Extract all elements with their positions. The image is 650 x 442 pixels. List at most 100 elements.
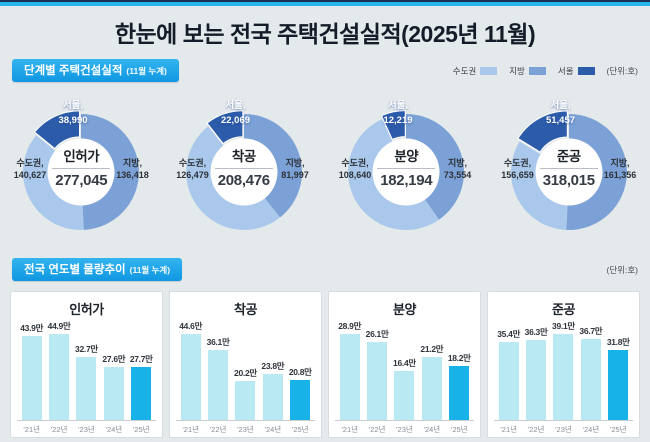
legend-label-regional: 지방: [509, 65, 525, 76]
legend-item-regional: 지방: [509, 65, 546, 77]
bar: [208, 350, 229, 420]
section2-header-badge: 전국 연도별 물량추이 (11월 누계): [12, 258, 183, 281]
bar-group: 16.4만: [391, 357, 418, 420]
bar: [339, 334, 360, 420]
callout-regional: 지방, 81,997: [281, 158, 309, 180]
x-axis-label: '24년: [582, 425, 600, 434]
x-axis-label: '25년: [450, 425, 468, 434]
page-title: 한눈에 보는 전국 주택건설실적(2025년 11월): [114, 21, 536, 47]
bar-value-label: 32.7만: [75, 344, 98, 354]
donut-center: 인허가 277,045: [41, 145, 121, 189]
bar-chart-title: 착공: [234, 302, 257, 317]
bar-chart-title: 분양: [393, 302, 416, 317]
bar: [421, 357, 442, 420]
donut-chart-2: 서울, 12,219 수도권, 108,640 지방, 73,554 분양 182,194: [325, 86, 488, 248]
x-axis-label: '21년: [23, 425, 41, 434]
bars-area: 35.4만 36.3만 39.1만 36.7만 31.8만: [488, 319, 639, 420]
callout-regional: 지방, 136,418: [116, 158, 149, 180]
callout-capital: 수도권, 126,479: [176, 158, 209, 180]
donut-title: 착공: [231, 149, 256, 164]
bar-value-label: 28.9만: [338, 321, 362, 331]
callout-seoul: 서울, 38,990: [58, 100, 88, 126]
bar: [498, 342, 519, 420]
donut-divider: [52, 168, 111, 169]
slice-capital: [23, 135, 85, 230]
x-axis-line: [335, 420, 474, 421]
donut-hole: [47, 138, 115, 206]
bar-value-label: 43.9만: [20, 323, 44, 333]
section1-header-row: 단계별 주택건설실적 (11월 누계) 수도권 지방 서울 (단위:호): [12, 59, 638, 82]
x-axis-label: '23년: [78, 425, 95, 434]
bar-group: 18.2만: [446, 352, 473, 420]
top-navy-line: [0, 0, 650, 2]
bar-value-label: 18.2만: [447, 353, 471, 363]
bar-group: 20.8만: [287, 366, 314, 420]
section2-header-note: (11월 누계): [129, 265, 171, 275]
bar: [290, 380, 311, 420]
donut-hole: [372, 138, 440, 206]
callout-seoul: 서울, 51,457: [545, 100, 576, 126]
bar-group: 44.6만: [177, 320, 204, 420]
bar-group: 39.1만: [550, 320, 577, 420]
bar-group: 43.9만: [18, 322, 45, 420]
x-axis-labels: '21년 '22년 '23년 '24년 '25년: [329, 421, 480, 435]
x-axis-label: '24년: [105, 425, 123, 434]
donut-legend: 수도권 지방 서울 (단위:호): [453, 65, 638, 77]
slice-capital: [185, 126, 280, 230]
donut-total: 182,194: [380, 172, 433, 189]
bar: [180, 334, 201, 420]
x-axis-label: '23년: [237, 425, 254, 434]
bar-value-label: 27.7만: [129, 354, 153, 364]
x-axis-label: '25년: [291, 425, 309, 434]
slice-seoul: [517, 110, 568, 153]
donut-hole: [535, 138, 603, 206]
donut-total: 277,045: [55, 172, 108, 189]
bar: [235, 381, 256, 420]
x-axis-label: '22년: [368, 425, 386, 434]
x-axis-label: '23년: [396, 425, 413, 434]
x-axis-label: '25년: [609, 425, 627, 434]
section1-header-note: (11월 누계): [126, 66, 167, 76]
bars-area: 43.9만 44.9만 32.7만 27.6만 27.7만: [11, 319, 162, 420]
callout-seoul: 서울, 22,069: [220, 100, 251, 126]
slice-regional: [566, 114, 627, 230]
donut-title: 준공: [556, 149, 581, 164]
x-axis-label: '21년: [500, 425, 518, 434]
x-axis-label: '24년: [264, 425, 282, 434]
bar: [449, 366, 470, 420]
callout-regional: 지방, 161,356: [603, 158, 637, 180]
bar: [21, 336, 42, 420]
x-axis-label: '21년: [341, 425, 359, 434]
callout-capital: 수도권, 156,659: [501, 158, 534, 180]
donut-title: 인허가: [63, 149, 100, 164]
bar-group: 36.7만: [577, 325, 604, 420]
bar-value-label: 35.4만: [497, 329, 521, 339]
bar-group: 20.2만: [232, 367, 259, 420]
x-axis-label: '24년: [423, 425, 441, 434]
bar-group: 32.7만: [73, 343, 100, 420]
bar-chart-title: 인허가: [69, 302, 104, 317]
legend-item-capital: 수도권: [452, 65, 498, 77]
bar-group: 27.6만: [100, 353, 127, 420]
legend-swatch-seoul: [577, 66, 595, 75]
bars-area: 44.6만 36.1만 20.2만 23.8만 20.8만: [170, 319, 321, 420]
donut-divider: [214, 168, 273, 169]
callout-capital: 수도권, 140,627: [13, 158, 47, 180]
donut-title: 분양: [394, 149, 419, 164]
section1-header-badge: 단계별 주택건설실적 (11월 누계): [12, 59, 179, 82]
unit-label-section1: (단위:호): [606, 65, 638, 76]
bar-value-label: 20.2만: [234, 368, 257, 378]
bar-value-label: 16.4만: [393, 358, 416, 368]
bar: [262, 374, 283, 420]
bar-value-label: 44.6만: [179, 321, 203, 331]
x-axis-labels: '21년 '22년 '23년 '24년 '25년: [170, 421, 321, 435]
bar-value-label: 36.3만: [524, 327, 548, 337]
donut-total: 208,476: [217, 172, 270, 189]
x-axis-label: '22년: [50, 425, 68, 434]
bar-group: 44.9만: [46, 320, 73, 420]
slice-seoul: [206, 110, 244, 145]
bar-value-label: 27.6만: [102, 354, 126, 364]
legend-label-capital: 수도권: [452, 65, 477, 76]
callout-capital: 수도권, 108,640: [338, 158, 372, 180]
bar: [394, 371, 415, 420]
